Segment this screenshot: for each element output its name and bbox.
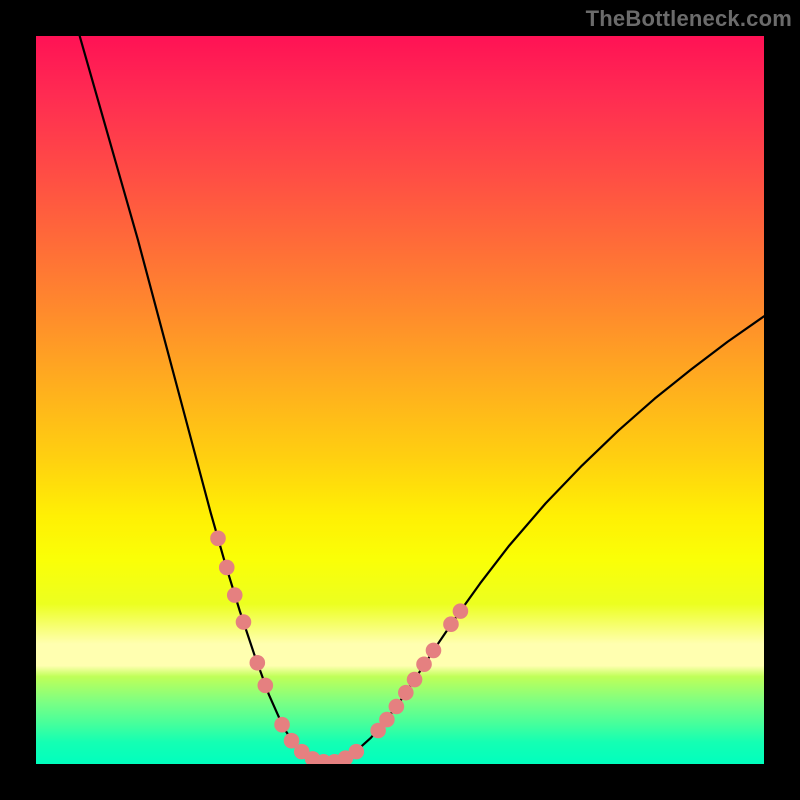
chart-canvas: TheBottleneck.com [0,0,800,800]
highlight-dot [219,560,234,575]
highlight-dot [275,717,290,732]
plot-area [36,36,764,764]
watermark-label: TheBottleneck.com [586,6,792,32]
highlight-dot [211,531,226,546]
highlight-dot [407,672,422,687]
highlight-dot [380,712,395,727]
highlight-dot [389,699,404,714]
highlight-dot [236,615,251,630]
highlight-dot [444,617,459,632]
highlight-dot [349,744,364,759]
highlight-dot [426,643,441,658]
chart-svg [36,36,764,764]
highlight-dot [453,604,468,619]
highlight-dot [258,678,273,693]
highlight-dot [227,588,242,603]
highlight-dot [250,656,265,671]
highlight-dot [399,685,414,700]
highlight-dot [417,657,432,672]
